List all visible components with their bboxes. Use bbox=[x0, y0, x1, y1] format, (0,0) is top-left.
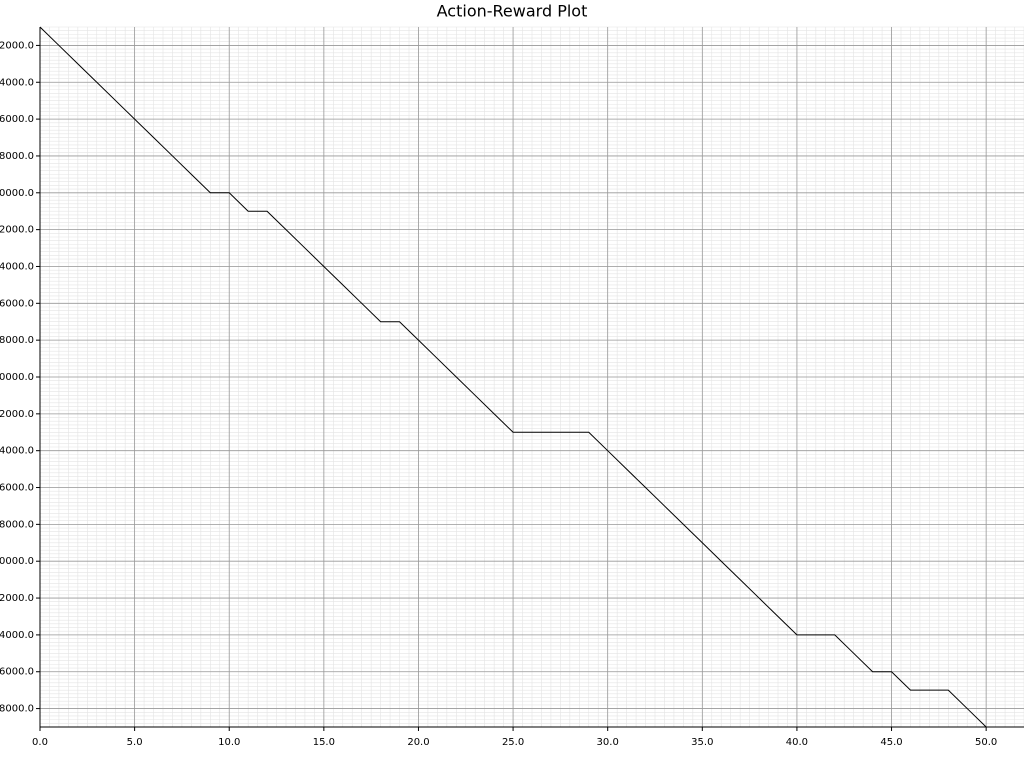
y-tick-label: -30000.0 bbox=[0, 556, 34, 567]
x-tick-label: 10.0 bbox=[218, 737, 240, 748]
y-tick-label: -38000.0 bbox=[0, 704, 34, 715]
y-tick-label: -10000.0 bbox=[0, 188, 34, 199]
y-tick-label: -14000.0 bbox=[0, 261, 34, 272]
x-tick-label: 5.0 bbox=[127, 737, 143, 748]
x-tick-label: 20.0 bbox=[407, 737, 429, 748]
x-tick-label: 45.0 bbox=[880, 737, 902, 748]
y-tick-label: -32000.0 bbox=[0, 593, 34, 604]
y-tick-label: -26000.0 bbox=[0, 483, 34, 494]
y-tick-label: -28000.0 bbox=[0, 519, 34, 530]
major-grid bbox=[39, 27, 1024, 727]
x-tick-label: 35.0 bbox=[691, 737, 713, 748]
x-tick-label: 40.0 bbox=[786, 737, 808, 748]
y-tick-label: -4000.0 bbox=[0, 77, 34, 88]
y-tick-label: -16000.0 bbox=[0, 298, 34, 309]
y-tick-label: -6000.0 bbox=[0, 114, 34, 125]
y-tick-label: -34000.0 bbox=[0, 630, 34, 641]
y-tick-label: -2000.0 bbox=[0, 40, 34, 51]
y-tick-label: -20000.0 bbox=[0, 372, 34, 383]
x-tick-label: 50.0 bbox=[975, 737, 997, 748]
x-tick-label: 0.0 bbox=[32, 737, 48, 748]
y-tick-label: -12000.0 bbox=[0, 225, 34, 236]
y-tick-label: -8000.0 bbox=[0, 151, 34, 162]
y-tick-label: -36000.0 bbox=[0, 667, 34, 678]
x-tick-label: 30.0 bbox=[597, 737, 619, 748]
line-series bbox=[39, 26, 1006, 728]
y-tick-label: -22000.0 bbox=[0, 409, 34, 420]
y-tick-label: -18000.0 bbox=[0, 335, 34, 346]
chart-title: Action-Reward Plot bbox=[437, 2, 588, 21]
x-tick-label: 15.0 bbox=[313, 737, 335, 748]
x-tick-label: 25.0 bbox=[502, 737, 524, 748]
y-tick-label: -24000.0 bbox=[0, 446, 34, 457]
plot: 0.0 5.0 10.0 15.0 20.0 25.0 30.0 35.0 40.0 45.0 50… bbox=[0, 26, 1024, 748]
